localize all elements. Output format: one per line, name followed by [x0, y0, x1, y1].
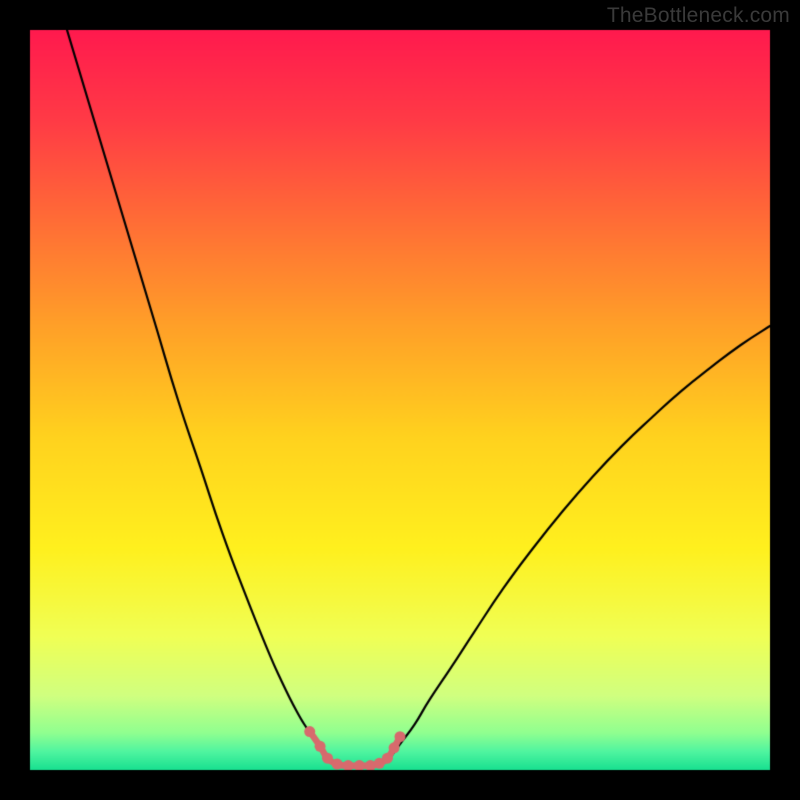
watermark-label: TheBottleneck.com [607, 4, 790, 28]
bottleneck-curve-chart [0, 0, 800, 800]
